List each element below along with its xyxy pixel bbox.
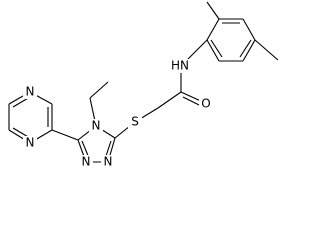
label-bg xyxy=(199,97,213,111)
label-bg xyxy=(169,59,191,73)
atom-label: HN xyxy=(171,59,189,73)
atom-label: N xyxy=(104,155,113,169)
structure-diagram: N N N N N S O HN xyxy=(8,1,279,169)
atom-label: N xyxy=(82,155,91,169)
atom-label: S xyxy=(131,115,139,129)
label-bg xyxy=(89,119,103,133)
label-bg xyxy=(79,155,93,169)
atom-label: N xyxy=(26,85,35,99)
label-bg xyxy=(23,85,37,99)
atom-label: O xyxy=(201,97,210,111)
atom-labels: N N N N N S O HN xyxy=(23,59,213,169)
atom-label: N xyxy=(26,136,35,150)
bonds xyxy=(8,1,279,163)
label-bg xyxy=(128,115,142,129)
label-bg xyxy=(23,136,37,150)
atom-label: N xyxy=(92,119,101,133)
label-bg xyxy=(101,155,115,169)
